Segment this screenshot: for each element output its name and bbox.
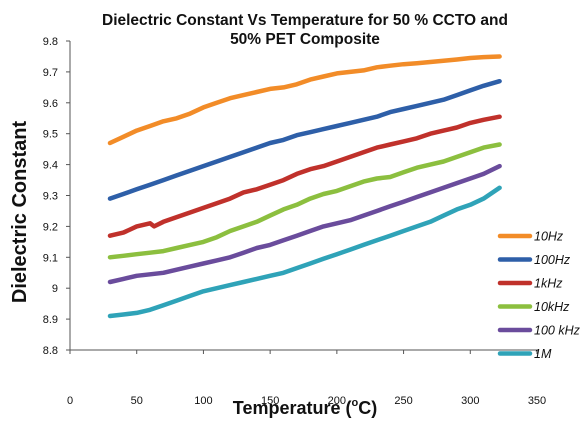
x-tick-label: 250: [394, 395, 412, 407]
legend-label: 100Hz: [534, 253, 571, 267]
chart-title-line1: Dielectric Constant Vs Temperature for 5…: [102, 12, 508, 29]
series-lines: [107, 54, 502, 319]
legend-label: 10kHz: [534, 300, 570, 314]
legend: 10Hz 100Hz 1kHz 10kHz 100 kHz 1M: [497, 230, 581, 361]
y-tick-label: 8.8: [43, 345, 58, 357]
y-tick-label: 9.8: [43, 36, 58, 48]
y-tick-label: 9.7: [43, 67, 58, 79]
series-line-0: [107, 54, 502, 146]
y-ticks: 8.8 8.9 9 9.1 9.2 9.3 9.4 9.5 9.6 9.7 9.8: [43, 36, 70, 357]
x-axis-label-unit: C): [358, 398, 377, 418]
x-tick-label: 350: [528, 395, 546, 407]
y-tick-label: 9.2: [43, 221, 58, 233]
x-tick-label: 50: [131, 395, 143, 407]
y-tick-label: 9: [52, 283, 58, 295]
x-axis-label-degree: o: [351, 397, 358, 409]
legend-label: 1kHz: [534, 277, 563, 291]
y-tick-label: 9.5: [43, 129, 58, 141]
x-tick-label: 100: [194, 395, 212, 407]
series-line-2: [107, 114, 502, 238]
y-tick-label: 9.3: [43, 191, 58, 203]
y-axis-label: Dielectric Constant: [9, 121, 31, 304]
x-tick-label: 300: [461, 395, 479, 407]
x-ticks: 0 50 100 150 200 250 300 350: [67, 350, 546, 407]
series-line-3: [107, 142, 502, 260]
chart-title-line2: 50% PET Composite: [230, 31, 380, 48]
y-tick-label: 9.1: [43, 252, 58, 264]
y-tick-label: 8.9: [43, 314, 58, 326]
y-tick-label: 9.4: [43, 160, 58, 172]
series-line-4: [107, 163, 502, 285]
x-tick-label: 0: [67, 395, 73, 407]
legend-label: 100 kHz: [534, 324, 581, 338]
x-axis-label-main: Temperature (: [233, 398, 352, 418]
series-line-1: [107, 78, 502, 201]
legend-label: 1M: [534, 347, 552, 361]
legend-label: 10Hz: [534, 230, 564, 244]
x-tick-label: 150: [261, 395, 279, 407]
y-tick-label: 9.6: [43, 98, 58, 110]
series-line-5: [107, 185, 502, 319]
x-axis-label: Temperature (oC): [233, 397, 377, 418]
x-tick-label: 200: [328, 395, 346, 407]
axes: [69, 41, 537, 351]
